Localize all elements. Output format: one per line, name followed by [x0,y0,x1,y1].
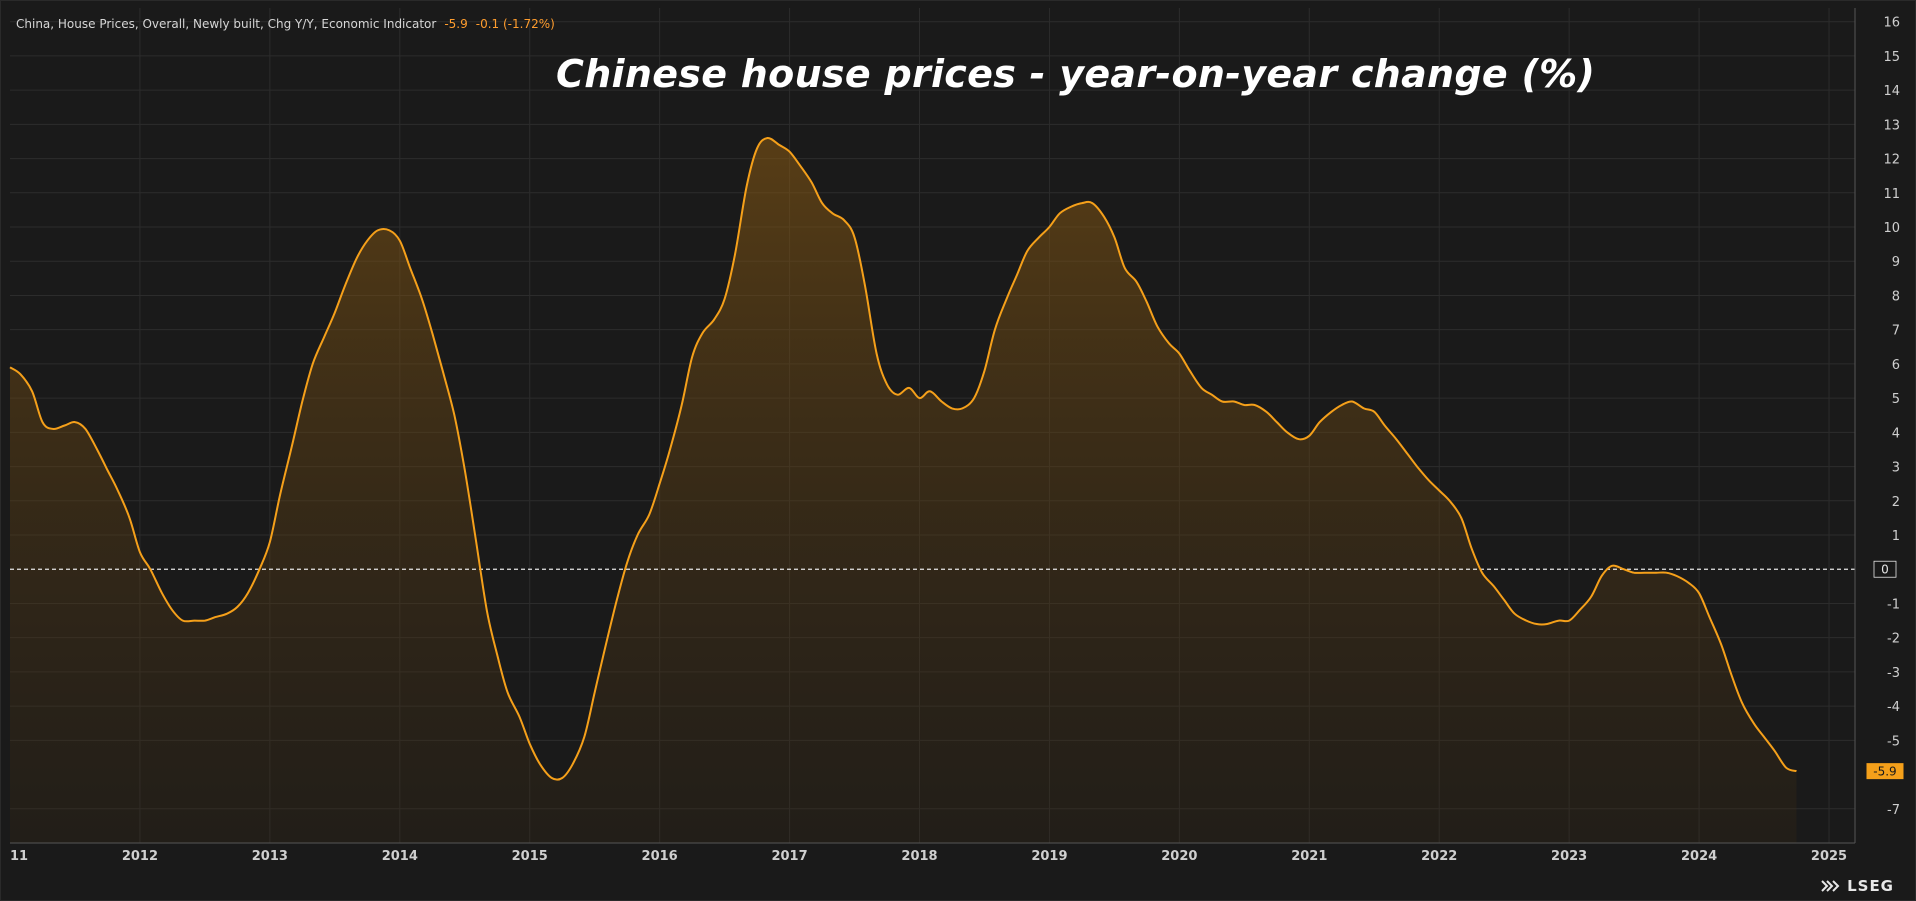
y-tick-label: -7 [1887,803,1900,818]
series-area-fill [10,137,1797,844]
y-tick-label: 5 [1892,392,1900,407]
x-tick-label: 2016 [642,849,678,864]
value-badges: 0 -5.9 [1866,560,1904,780]
y-tick-label: 7 [1892,324,1900,339]
y-tick-label: -4 [1887,700,1900,715]
y-tick-label: -1 [1887,597,1900,612]
chart-title: Chinese house prices - year-on-year chan… [556,52,1596,96]
y-axis: 16 15 14 13 12 11 10 9 8 7 6 5 4 3 2 1 -1 -2 -3 -4 -5 -7 [1883,16,1900,818]
x-tick-label: 2014 [382,849,418,864]
y-tick-label: 2 [1892,495,1900,510]
y-tick-label: 3 [1892,461,1900,476]
y-tick-label: 13 [1883,118,1900,133]
y-tick-label: 8 [1892,289,1900,304]
x-tick-label: 2021 [1291,849,1327,864]
last-value-badge: -5.9 [1873,765,1896,779]
x-tick-label: 2013 [252,849,288,864]
series-line [9,136,1797,781]
y-tick-label: 12 [1883,153,1900,168]
x-tick-label: 2019 [1031,849,1067,864]
last-value-badge-bg [1866,763,1904,780]
y-tick-label: -2 [1887,632,1900,647]
y-tick-label: 16 [1883,16,1900,31]
y-tick-label: 4 [1892,426,1900,441]
y-tick-label: 6 [1892,358,1900,373]
zero-badge-bg [1873,560,1897,578]
x-tick-label: 2023 [1551,849,1587,864]
x-tick-label: 11 [10,849,28,864]
y-tick-label: 1 [1892,529,1900,544]
y-tick-label: 15 [1883,50,1900,65]
y-tick-label: 9 [1892,255,1900,270]
x-tick-label: 2017 [771,849,807,864]
legend-change: -0.1 (-1.72%) [475,17,555,31]
x-tick-label: 2024 [1681,849,1717,864]
x-tick-label: 2020 [1161,849,1197,864]
y-tick-label: 14 [1883,84,1900,99]
zero-badge: 0 [1881,563,1889,577]
x-tick-label: 2022 [1421,849,1457,864]
logo-text: LSEG [1847,877,1894,895]
lseg-logo: LSEG [1821,877,1894,895]
y-tick-label: 11 [1883,187,1900,202]
x-tick-label: 2025 [1811,849,1847,864]
series-legend[interactable]: China, House Prices, Overall, Newly buil… [16,17,555,31]
x-tick-label: 2015 [512,849,548,864]
x-tick-label: 2018 [901,849,937,864]
x-tick-label: 2012 [122,849,158,864]
legend-series-label: China, House Prices, Overall, Newly buil… [16,17,437,31]
y-tick-label: -3 [1887,666,1900,681]
lseg-logo-icon [1821,880,1840,892]
y-tick-label: 10 [1883,221,1900,236]
legend-last-value: -5.9 [444,17,468,31]
y-tick-label: -5 [1887,734,1900,749]
x-axis: 11 2012 2013 2014 2015 2016 2017 2018 2019 2020 20… [10,849,1847,864]
